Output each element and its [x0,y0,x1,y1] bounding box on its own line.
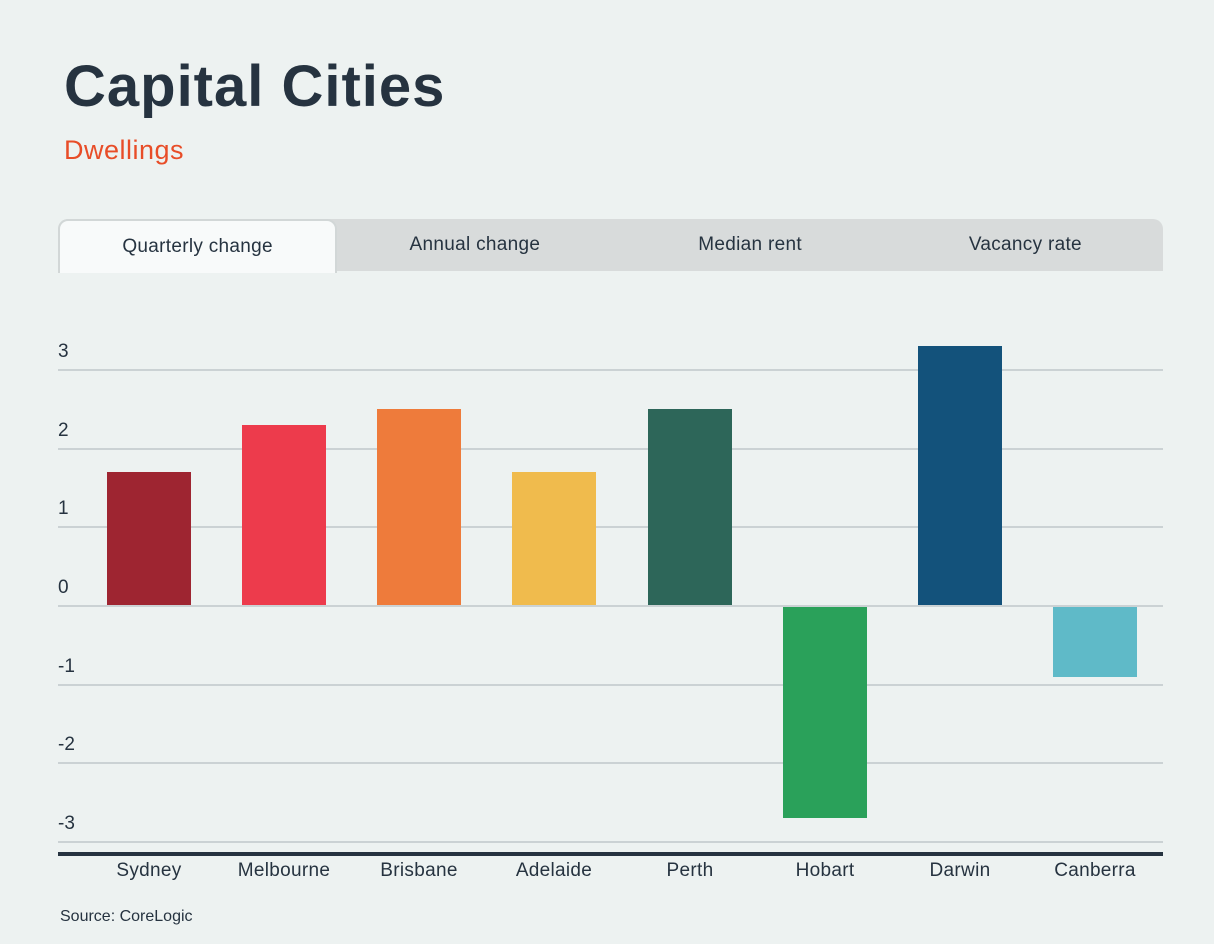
y-tick-label: 2 [58,420,69,441]
tab-vacancy-rate[interactable]: Vacancy rate [968,234,1082,255]
y-tick-label: -2 [58,734,75,755]
x-label-hobart: Hobart [795,860,855,881]
y-tick-label: 0 [58,577,69,598]
x-label-adelaide: Adelaide [515,860,593,881]
x-label-brisbane: Brisbane [380,860,458,881]
gridline [58,369,1163,371]
tab-quarterly-change[interactable]: Quarterly change [58,219,338,273]
y-tick-label: 3 [58,341,69,362]
gridline [58,762,1163,764]
bar-hobart [783,606,867,818]
bar-melbourne [242,425,326,606]
bar-perth [648,409,732,606]
gridline [58,684,1163,686]
bar-adelaide [512,472,596,606]
x-label-perth: Perth [666,860,714,881]
y-tick-label: -3 [58,813,75,834]
zero-gridline [58,605,1163,607]
tab-bar: Quarterly change Annual change Median rent… [58,219,1163,273]
x-axis-line [58,852,1163,856]
tab-median-rent[interactable]: Median rent [698,234,802,255]
x-label-melbourne: Melbourne [237,860,331,881]
x-label-canberra: Canberra [1054,860,1136,881]
x-label-darwin: Darwin [929,860,991,881]
y-tick-label: 1 [58,498,69,519]
y-tick-label: -1 [58,656,75,677]
bar-brisbane [377,409,461,606]
bar-canberra [1053,606,1137,677]
chart-header: Capital Cities Dwellings [64,54,445,166]
bar-sydney [107,472,191,606]
gridline [58,526,1163,528]
tab-annual-change[interactable]: Annual change [409,234,541,255]
bar-darwin [918,346,1002,606]
x-label-sydney: Sydney [116,860,182,881]
page-subtitle: Dwellings [64,134,185,165]
page-title: Capital Cities [64,54,446,119]
source-note: Source: CoreLogic [60,908,193,925]
gridline [58,448,1163,450]
gridline [58,841,1163,843]
